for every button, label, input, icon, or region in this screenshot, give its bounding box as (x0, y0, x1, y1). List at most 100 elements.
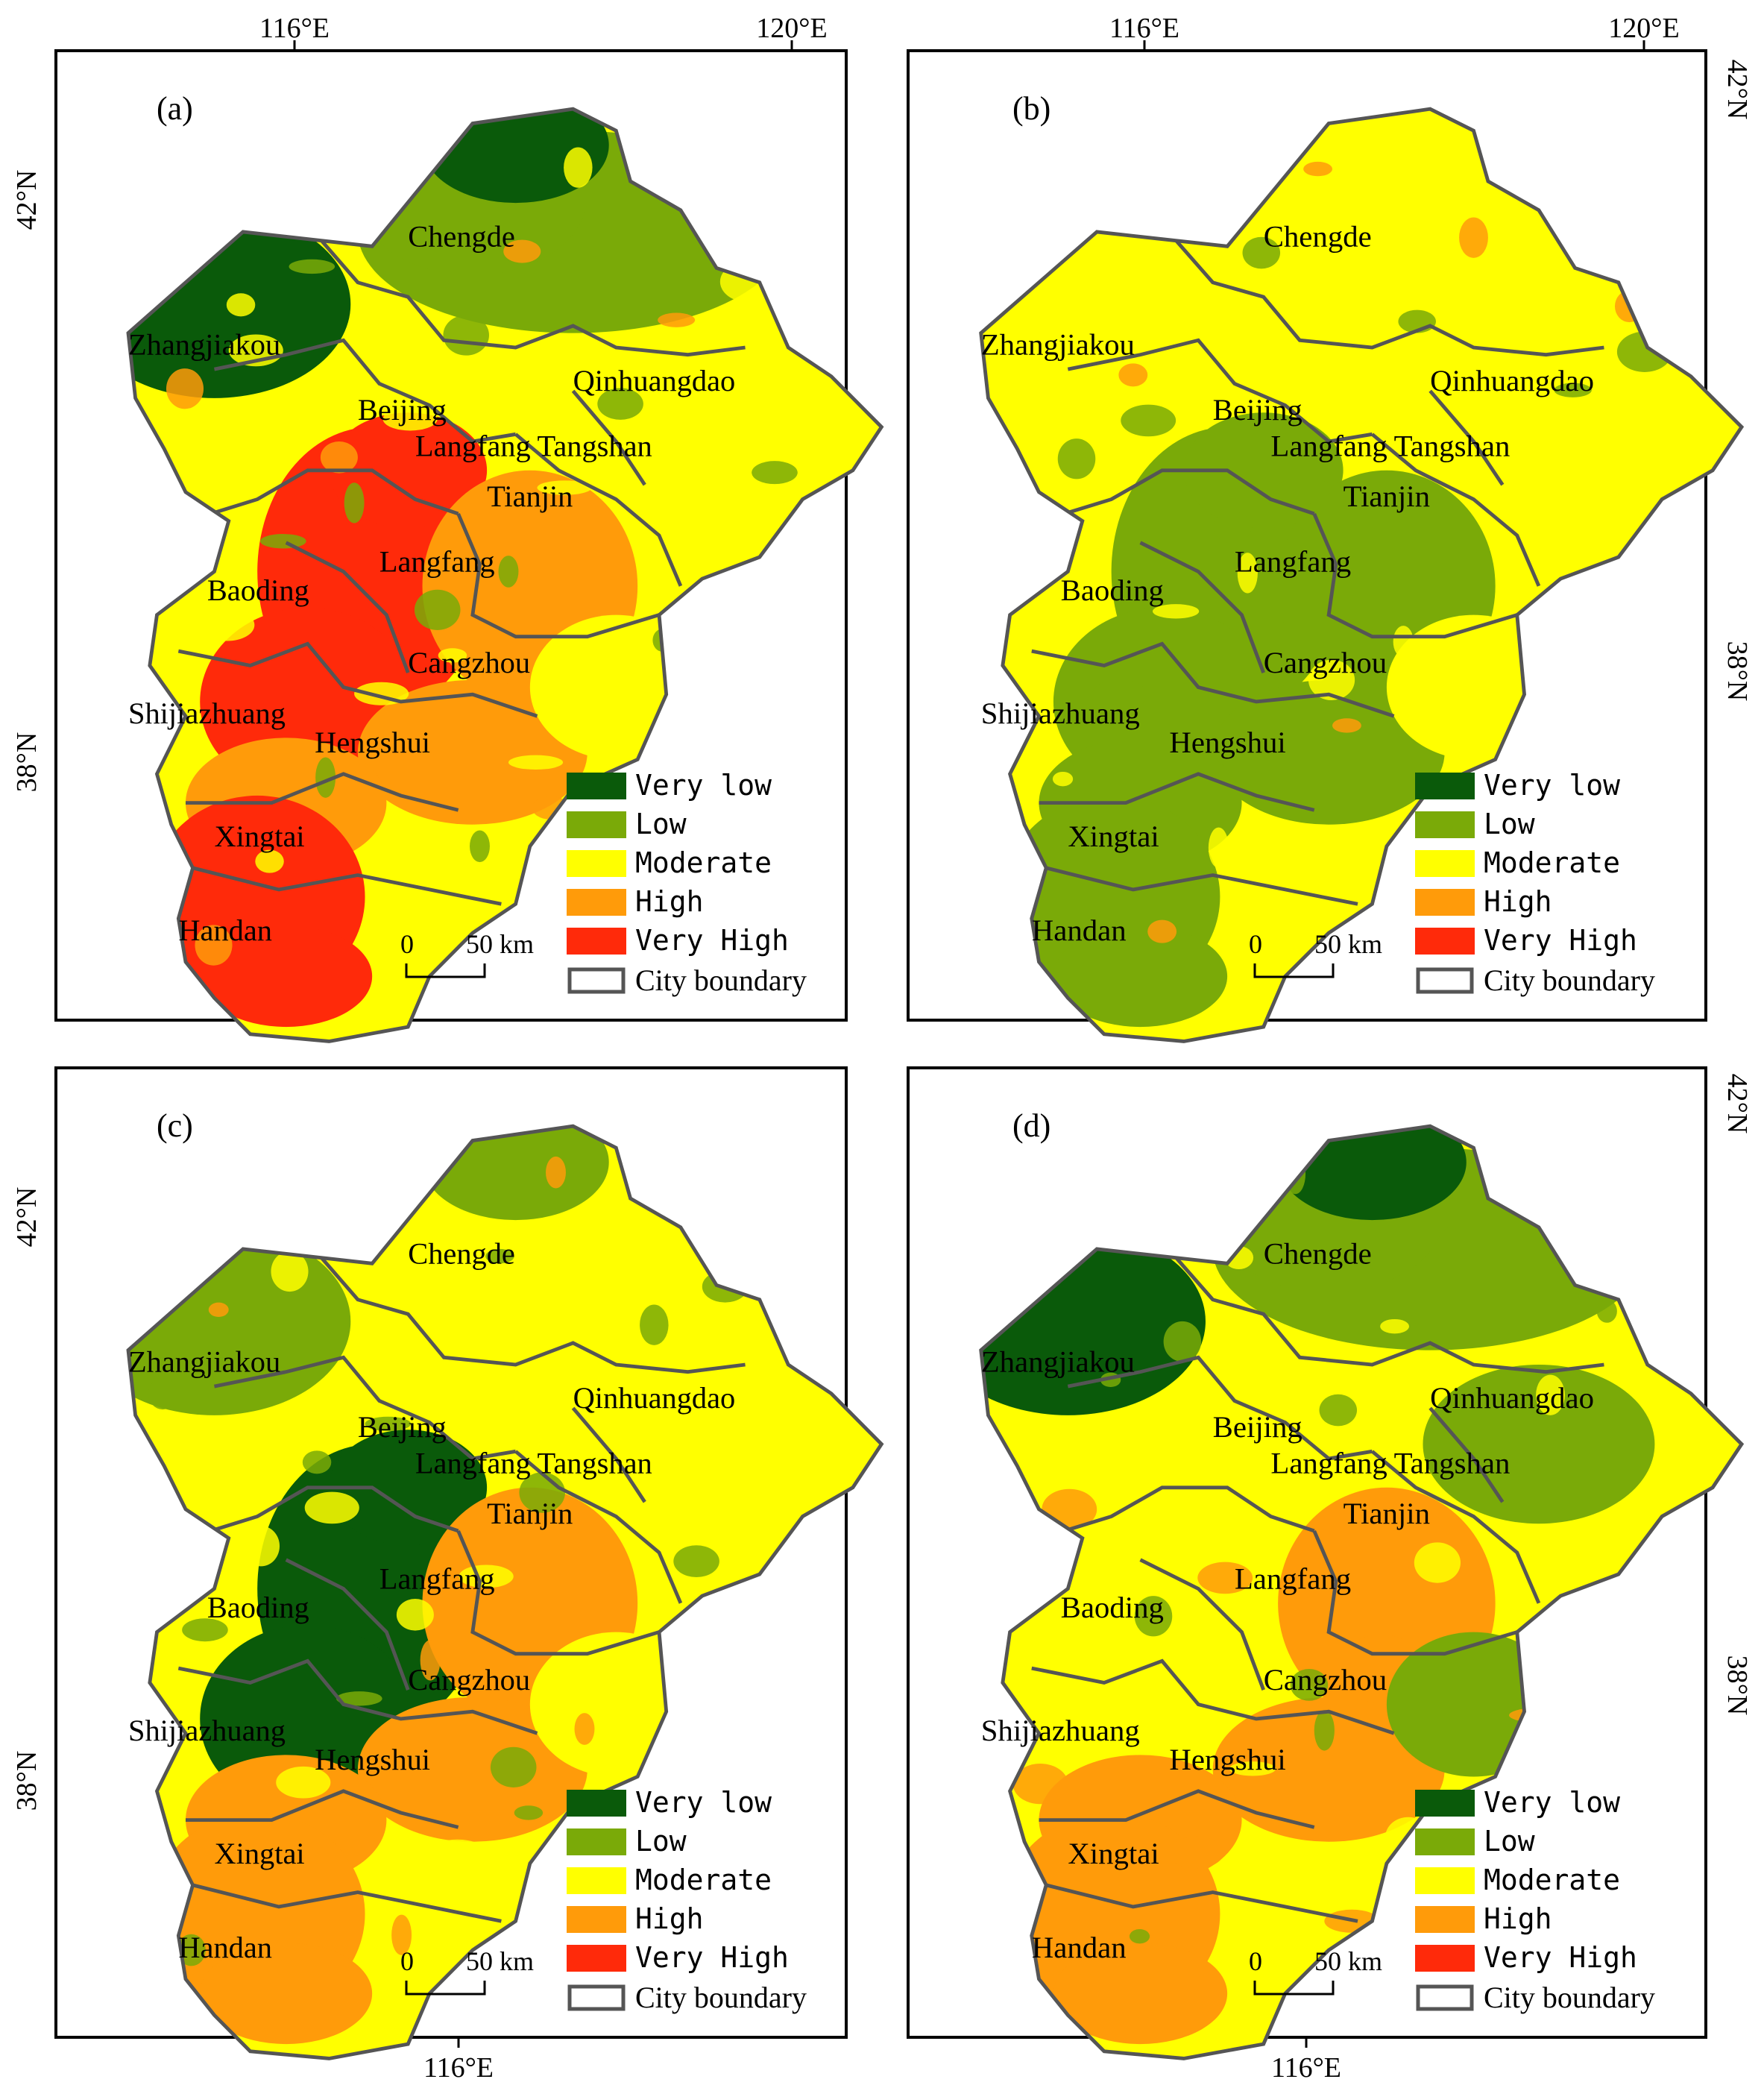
tick-label-lon: 116°E (1271, 2052, 1341, 2084)
scale-bar (405, 1981, 486, 1996)
scale-distance: 50 km (1314, 929, 1382, 959)
city-label: Langfang (415, 1446, 531, 1479)
city-label: Qinhuangdao (1430, 364, 1594, 397)
zone-speckle (490, 1746, 537, 1787)
city-boundary-line (1139, 541, 1265, 674)
legend-swatch (1415, 850, 1475, 877)
zone-speckle (592, 703, 622, 745)
city-label: Xingtai (214, 1837, 304, 1870)
city-boundary-line (1067, 338, 1373, 444)
city-label: Zhangjiakou (128, 328, 280, 362)
zone-speckle (752, 461, 798, 485)
city-label: Shijiazhuang (981, 1714, 1140, 1747)
zone-speckle (271, 1251, 309, 1292)
zone-speckle (508, 755, 564, 770)
city-label: Zhangjiakou (128, 1345, 280, 1379)
zone-speckle (1308, 659, 1355, 700)
legend-swatch (567, 773, 626, 799)
city-boundary-line (1045, 866, 1358, 906)
zone-speckle (208, 1302, 229, 1318)
zone-speckle (1303, 161, 1333, 177)
legend-boundary-label: City boundary (635, 963, 807, 997)
zone-speckle (1337, 385, 1384, 426)
legend-swatch (1415, 1945, 1475, 1972)
city-label: Handan (178, 913, 272, 947)
legend-label: Very High (635, 924, 789, 957)
city-label: Cangzhou (1264, 1663, 1387, 1696)
zone-speckle (1554, 383, 1592, 397)
zone-speckle (226, 293, 256, 317)
city-boundary-line (1039, 772, 1315, 812)
zone-speckle (1319, 1394, 1358, 1427)
legend-swatch (567, 1790, 626, 1817)
legend-boundary-label: City boundary (1484, 963, 1655, 997)
zone-speckle (546, 1156, 566, 1189)
city-boundary-line (185, 772, 459, 812)
zone-speckle (1163, 1321, 1202, 1362)
zone-speckle (1414, 1542, 1461, 1583)
zone-speckle (382, 407, 438, 431)
city-boundary-line (1039, 1789, 1315, 1829)
tick-label-lat: 38°N (1722, 1655, 1753, 1716)
zone-speckle (260, 534, 306, 549)
panel-title: (a) (157, 90, 193, 127)
city-label: Tangshan (1394, 1446, 1511, 1479)
city-label: Chengde (1264, 219, 1372, 253)
map-panel-3: ChengdeZhangjiakouQinhuangdaoBeijingLang… (54, 1066, 932, 2088)
city-label: Langfang (1270, 429, 1387, 462)
scale-zero: 0 (1249, 929, 1262, 959)
city-label: Langfang (379, 1562, 495, 1595)
zone-speckle (1247, 752, 1303, 776)
zone-belt (357, 1696, 588, 1842)
city-boundary-line (192, 1883, 502, 1923)
city-label: Shijiazhuang (981, 696, 1140, 730)
legend-swatch (1415, 1828, 1475, 1855)
zone-speckle (414, 589, 461, 630)
city-boundary-line (213, 1355, 516, 1461)
city-label: Hengshui (315, 726, 430, 759)
zone-speckle (391, 1914, 412, 1955)
scale-distance: 50 km (466, 929, 534, 959)
zone-speckle (1393, 626, 1414, 658)
zone-speckle (1102, 1413, 1150, 1437)
zone-south (1053, 925, 1228, 1028)
city-boundary-line (285, 541, 410, 674)
city-boundary-line (571, 389, 646, 486)
zone-south (200, 925, 373, 1028)
city-boundary-line (306, 1240, 746, 1374)
zone-speckle (210, 1343, 257, 1367)
zone-speckle (1314, 1710, 1335, 1751)
city-label: Langfang (1270, 1446, 1387, 1479)
city-label: Qinhuangdao (573, 1381, 736, 1415)
zone-speckle (1380, 1318, 1410, 1334)
zone-speckle (1147, 919, 1177, 943)
city-label: Cangzhou (408, 646, 530, 679)
legend-label: High (1484, 1902, 1552, 1935)
legend-swatch (567, 889, 626, 916)
zone-speckle (1208, 827, 1229, 868)
tick-label-lon: 120°E (1608, 13, 1679, 44)
legend-swatch (567, 1867, 626, 1894)
city-label: Tianjin (487, 1497, 573, 1530)
zone-speckle (1493, 458, 1540, 490)
city-label: Langfang (1235, 1562, 1351, 1596)
zone-speckle (640, 1304, 669, 1345)
city-label: Xingtai (1068, 1837, 1159, 1870)
city-boundary-line (1370, 433, 1541, 587)
city-label: Hengshui (1169, 726, 1285, 759)
city-boundary-line (1428, 389, 1505, 486)
city-label: Tangshan (537, 429, 652, 462)
legend-boundary-label: City boundary (1484, 1981, 1655, 2014)
zone-speckle (1195, 1521, 1225, 1544)
city-label: Handan (1032, 1931, 1127, 1964)
zone-east (1423, 348, 1655, 507)
zone-speckle (1118, 363, 1148, 387)
city-label: Cangzhou (1264, 646, 1387, 679)
scale-zero: 0 (400, 929, 414, 959)
map-panel-2: ChengdeZhangjiakouQinhuangdaoBeijingLang… (907, 49, 1764, 1078)
zone-speckle (1153, 604, 1200, 619)
zone-speckle (1074, 1688, 1121, 1712)
zone-speckle (514, 1805, 544, 1820)
city-label: Qinhuangdao (1430, 1381, 1594, 1415)
zone-east (565, 348, 796, 507)
